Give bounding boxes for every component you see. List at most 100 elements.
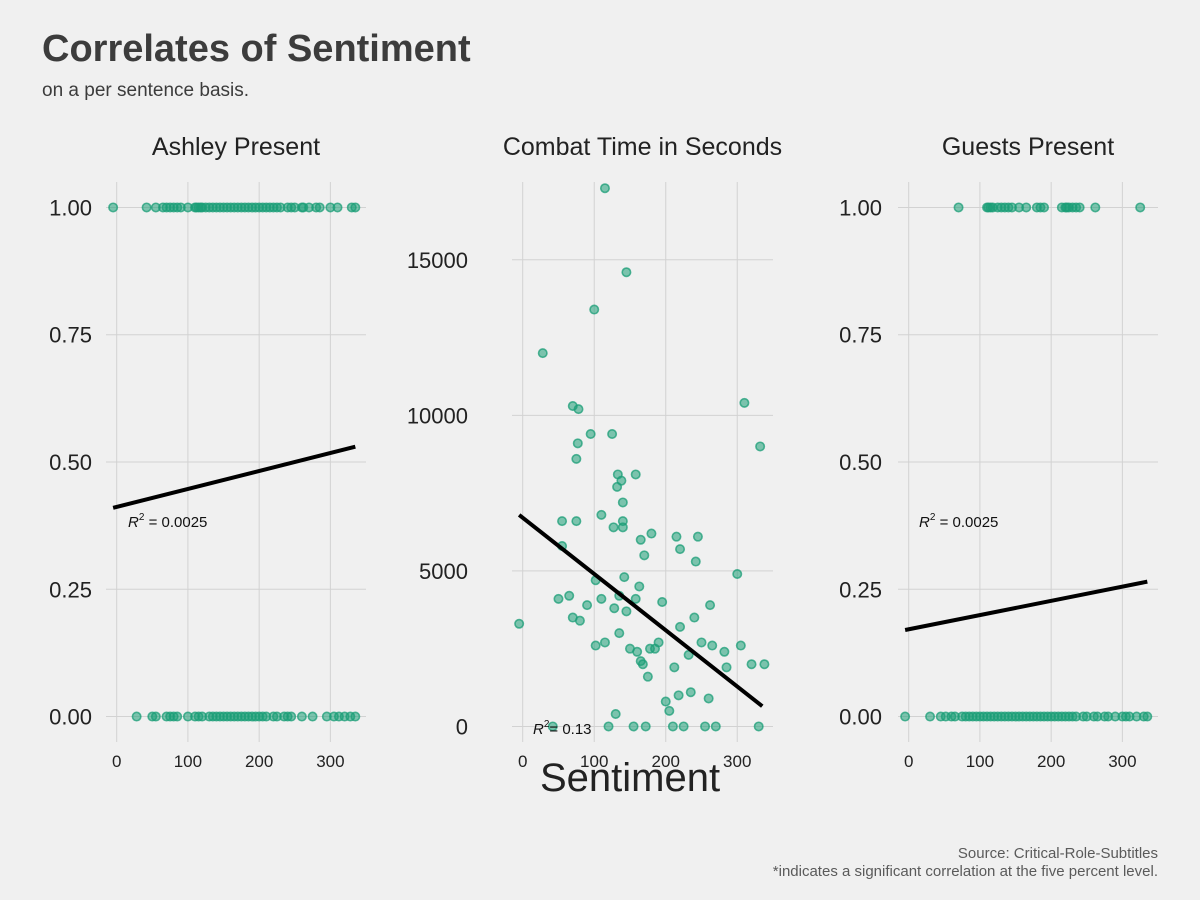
data-point [617,497,628,508]
data-point [564,590,575,601]
data-point [553,593,564,604]
chart-subtitle: on a per sentence basis. [42,80,250,101]
data-point [705,600,716,611]
data-point [150,711,161,722]
data-point [635,534,646,545]
x-tick-label: 300 [316,752,344,771]
data-point [657,596,668,607]
panel-2: Combat Time in Seconds 0 5000 10000 15000 0 10… [407,133,782,771]
data-point [669,662,680,673]
data-point [675,544,686,555]
data-point [131,711,142,722]
y-tick-label: 0.25 [839,577,882,602]
data-point [700,721,711,732]
r-squared-label: R2 = 0.0025 [919,512,998,531]
data-point [617,516,628,527]
data-point [755,441,766,452]
data-point [1090,202,1101,213]
y-tick-label: 0 [456,714,468,739]
data-point [692,531,703,542]
x-tick-label: 100 [174,752,202,771]
y-tick-label: 10000 [407,403,468,428]
data-point [653,637,664,648]
data-point [953,202,964,213]
data-point [925,711,936,722]
x-tick-label: 0 [112,752,121,771]
data-point [585,428,596,439]
data-point [759,659,770,670]
data-point [332,202,343,213]
y-tick-label: 5000 [419,559,468,584]
data-point [746,659,757,670]
data-point [639,550,650,561]
data-point [707,640,718,651]
data-point [590,640,601,651]
data-point [721,662,732,673]
data-point [619,572,630,583]
data-point [671,531,682,542]
data-point [172,711,183,722]
y-tick-label: 15000 [407,248,468,273]
data-point [632,646,643,657]
y-tick-label: 0.25 [49,577,92,602]
data-point [753,721,764,732]
data-point [596,593,607,604]
panel-title: Ashley Present [152,133,320,161]
y-tick-label: 0.00 [49,705,92,730]
data-point [739,397,750,408]
data-point [690,556,701,567]
data-point [571,453,582,464]
x-tick-label: 200 [1037,752,1065,771]
data-point [514,618,525,629]
data-point [667,721,678,732]
x-tick-label: 100 [580,752,608,771]
r-squared-label: R2= 0.13 [533,719,592,738]
data-point [1021,202,1032,213]
data-point [572,438,583,449]
x-axis-label: Sentiment [540,756,721,800]
data-point [735,640,746,651]
data-point [621,606,632,617]
data-point [350,202,361,213]
data-point [900,711,911,722]
data-point [703,693,714,704]
data-point [685,687,696,698]
data-point [1135,202,1146,213]
regression-line [112,444,356,510]
y-tick-label: 0.75 [49,323,92,348]
data-point [642,671,653,682]
data-point [678,721,689,732]
data-point [609,603,620,614]
data-point [596,509,607,520]
data-point [640,721,651,732]
chart-title: Correlates of Sentiment [42,28,471,70]
data-point [1074,202,1085,213]
data-point [1142,711,1153,722]
y-tick-label: 0.50 [49,450,92,475]
data-point [634,581,645,592]
x-tick-label: 100 [966,752,994,771]
regression-line [904,579,1148,632]
data-point [573,404,584,415]
data-point [675,621,686,632]
x-tick-label: 200 [652,752,680,771]
data-point [660,696,671,707]
data-point [571,516,582,527]
x-tick-label: 0 [518,752,527,771]
data-point [557,516,568,527]
data-point [286,711,297,722]
y-tick-label: 0.00 [839,705,882,730]
data-point [689,612,700,623]
data-point [621,267,632,278]
data-point [610,708,621,719]
r-squared-label: R2 = 0.0025 [128,512,207,531]
data-point [537,348,548,359]
data-point [296,711,307,722]
source-caption: Source: Critical-Role-Subtitles [957,845,1158,862]
data-point [599,637,610,648]
panel-3: Guests Present 0.00 0.25 0.50 0.75 1.00 0 100 20… [839,133,1158,771]
data-point [582,600,593,611]
regression-line [517,513,764,708]
data-point [1039,202,1050,213]
